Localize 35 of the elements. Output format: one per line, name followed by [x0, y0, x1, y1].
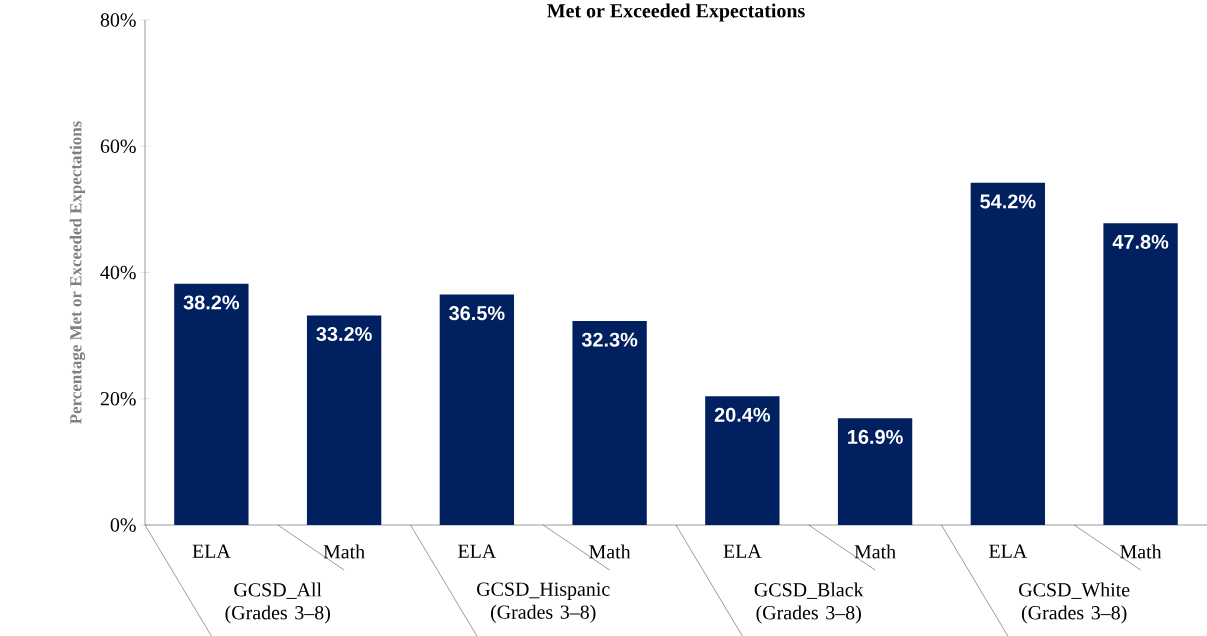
y-tick-label: 20% [100, 391, 136, 406]
data-label: 20.4% [714, 407, 771, 422]
chart-title: Met or Exceeded Expectations [547, 3, 805, 22]
x-tick-label: Math [589, 544, 631, 559]
bar [439, 294, 515, 525]
y-tick-label: 80% [100, 13, 136, 27]
x-tick-label: Math [323, 544, 365, 559]
x-tick-label: ELA [989, 544, 1028, 558]
bar [970, 182, 1045, 525]
data-label: 47.8% [1112, 234, 1169, 249]
x-tick-label: ELA [192, 544, 231, 558]
y-axis-title: Percentage Met or Exceeded Expectations [69, 121, 86, 424]
text: GCSD_White (Grades 3–8) [1019, 582, 1130, 624]
data-label: 16.9% [848, 429, 903, 444]
y-tick-label: 40% [100, 265, 136, 280]
x-tick-label: Math [1120, 544, 1162, 559]
text: GCSD_Hispanic (Grades 3–8) [477, 582, 610, 623]
data-label: 36.5% [449, 306, 505, 321]
text: GCSD_All (Grades 3–8) [225, 582, 330, 624]
bar [572, 321, 647, 525]
y-tick-label: 0% [110, 518, 136, 532]
x-tick-label: ELA [458, 544, 497, 558]
y-tick-label: 60% [100, 139, 136, 154]
bar [1103, 223, 1178, 525]
x-tick-label: Math [854, 544, 896, 559]
data-label: 33.2% [316, 326, 372, 342]
data-label: 32.3% [581, 332, 638, 347]
bar [174, 283, 249, 525]
bar [306, 315, 382, 525]
bar [705, 396, 780, 525]
x-tick-label: ELA [723, 544, 762, 558]
data-label: 54.2% [980, 194, 1036, 209]
bar [837, 418, 913, 525]
text: GCSD_Black (Grades 3–8) [754, 582, 864, 624]
data-label: 38.2% [183, 295, 240, 310]
